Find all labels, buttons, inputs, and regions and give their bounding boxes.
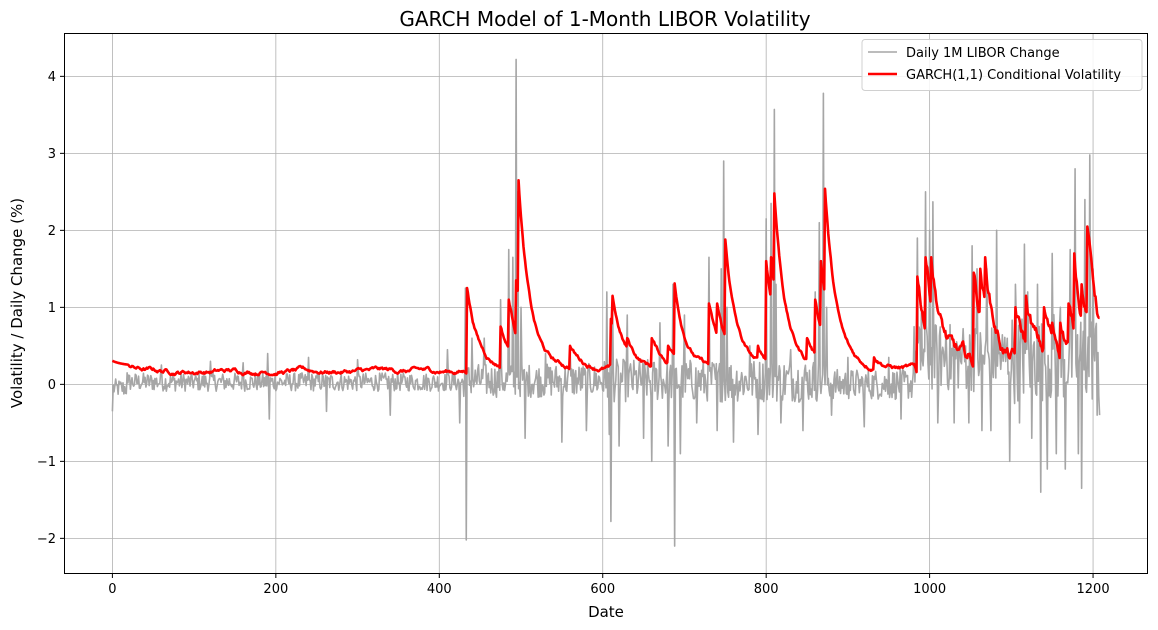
x-tick-label: 400: [427, 582, 452, 597]
plot-frame: [64, 33, 1148, 574]
x-tick-label: 800: [754, 582, 779, 597]
y-tick-label: −1: [37, 455, 56, 470]
x-tick-label: 1200: [1077, 582, 1110, 597]
y-tick-label: 3: [48, 147, 56, 162]
y-axis-label: Volatility / Daily Change (%): [8, 198, 26, 408]
y-tick-label: 1: [48, 301, 56, 316]
x-tick-label: 200: [263, 582, 288, 597]
y-tick-label: 2: [48, 224, 56, 239]
x-axis-ticks: 0 200 400 600 800 1000 1200: [108, 573, 1110, 597]
x-axis-label: Date: [588, 603, 624, 621]
y-tick-label: 0: [48, 378, 56, 393]
legend-box: [861, 39, 1143, 91]
series-line-daily-change: [111, 58, 1101, 547]
x-tick-label: 0: [108, 582, 116, 597]
chart-title: GARCH Model of 1-Month LIBOR Volatility: [399, 7, 810, 31]
series-line-garch-volatility: [111, 179, 1101, 377]
series-lines: [111, 58, 1101, 547]
legend-label-garch-volatility: GARCH(1,1) Conditional Volatility: [906, 68, 1121, 83]
x-tick-label: 1000: [913, 582, 946, 597]
y-tick-label: −2: [37, 532, 56, 547]
legend: Daily 1M LIBOR Change GARCH(1,1) Conditi…: [861, 39, 1143, 91]
x-tick-label: 600: [590, 582, 615, 597]
legend-label-daily-change: Daily 1M LIBOR Change: [906, 46, 1060, 61]
y-tick-label: 4: [48, 70, 56, 85]
